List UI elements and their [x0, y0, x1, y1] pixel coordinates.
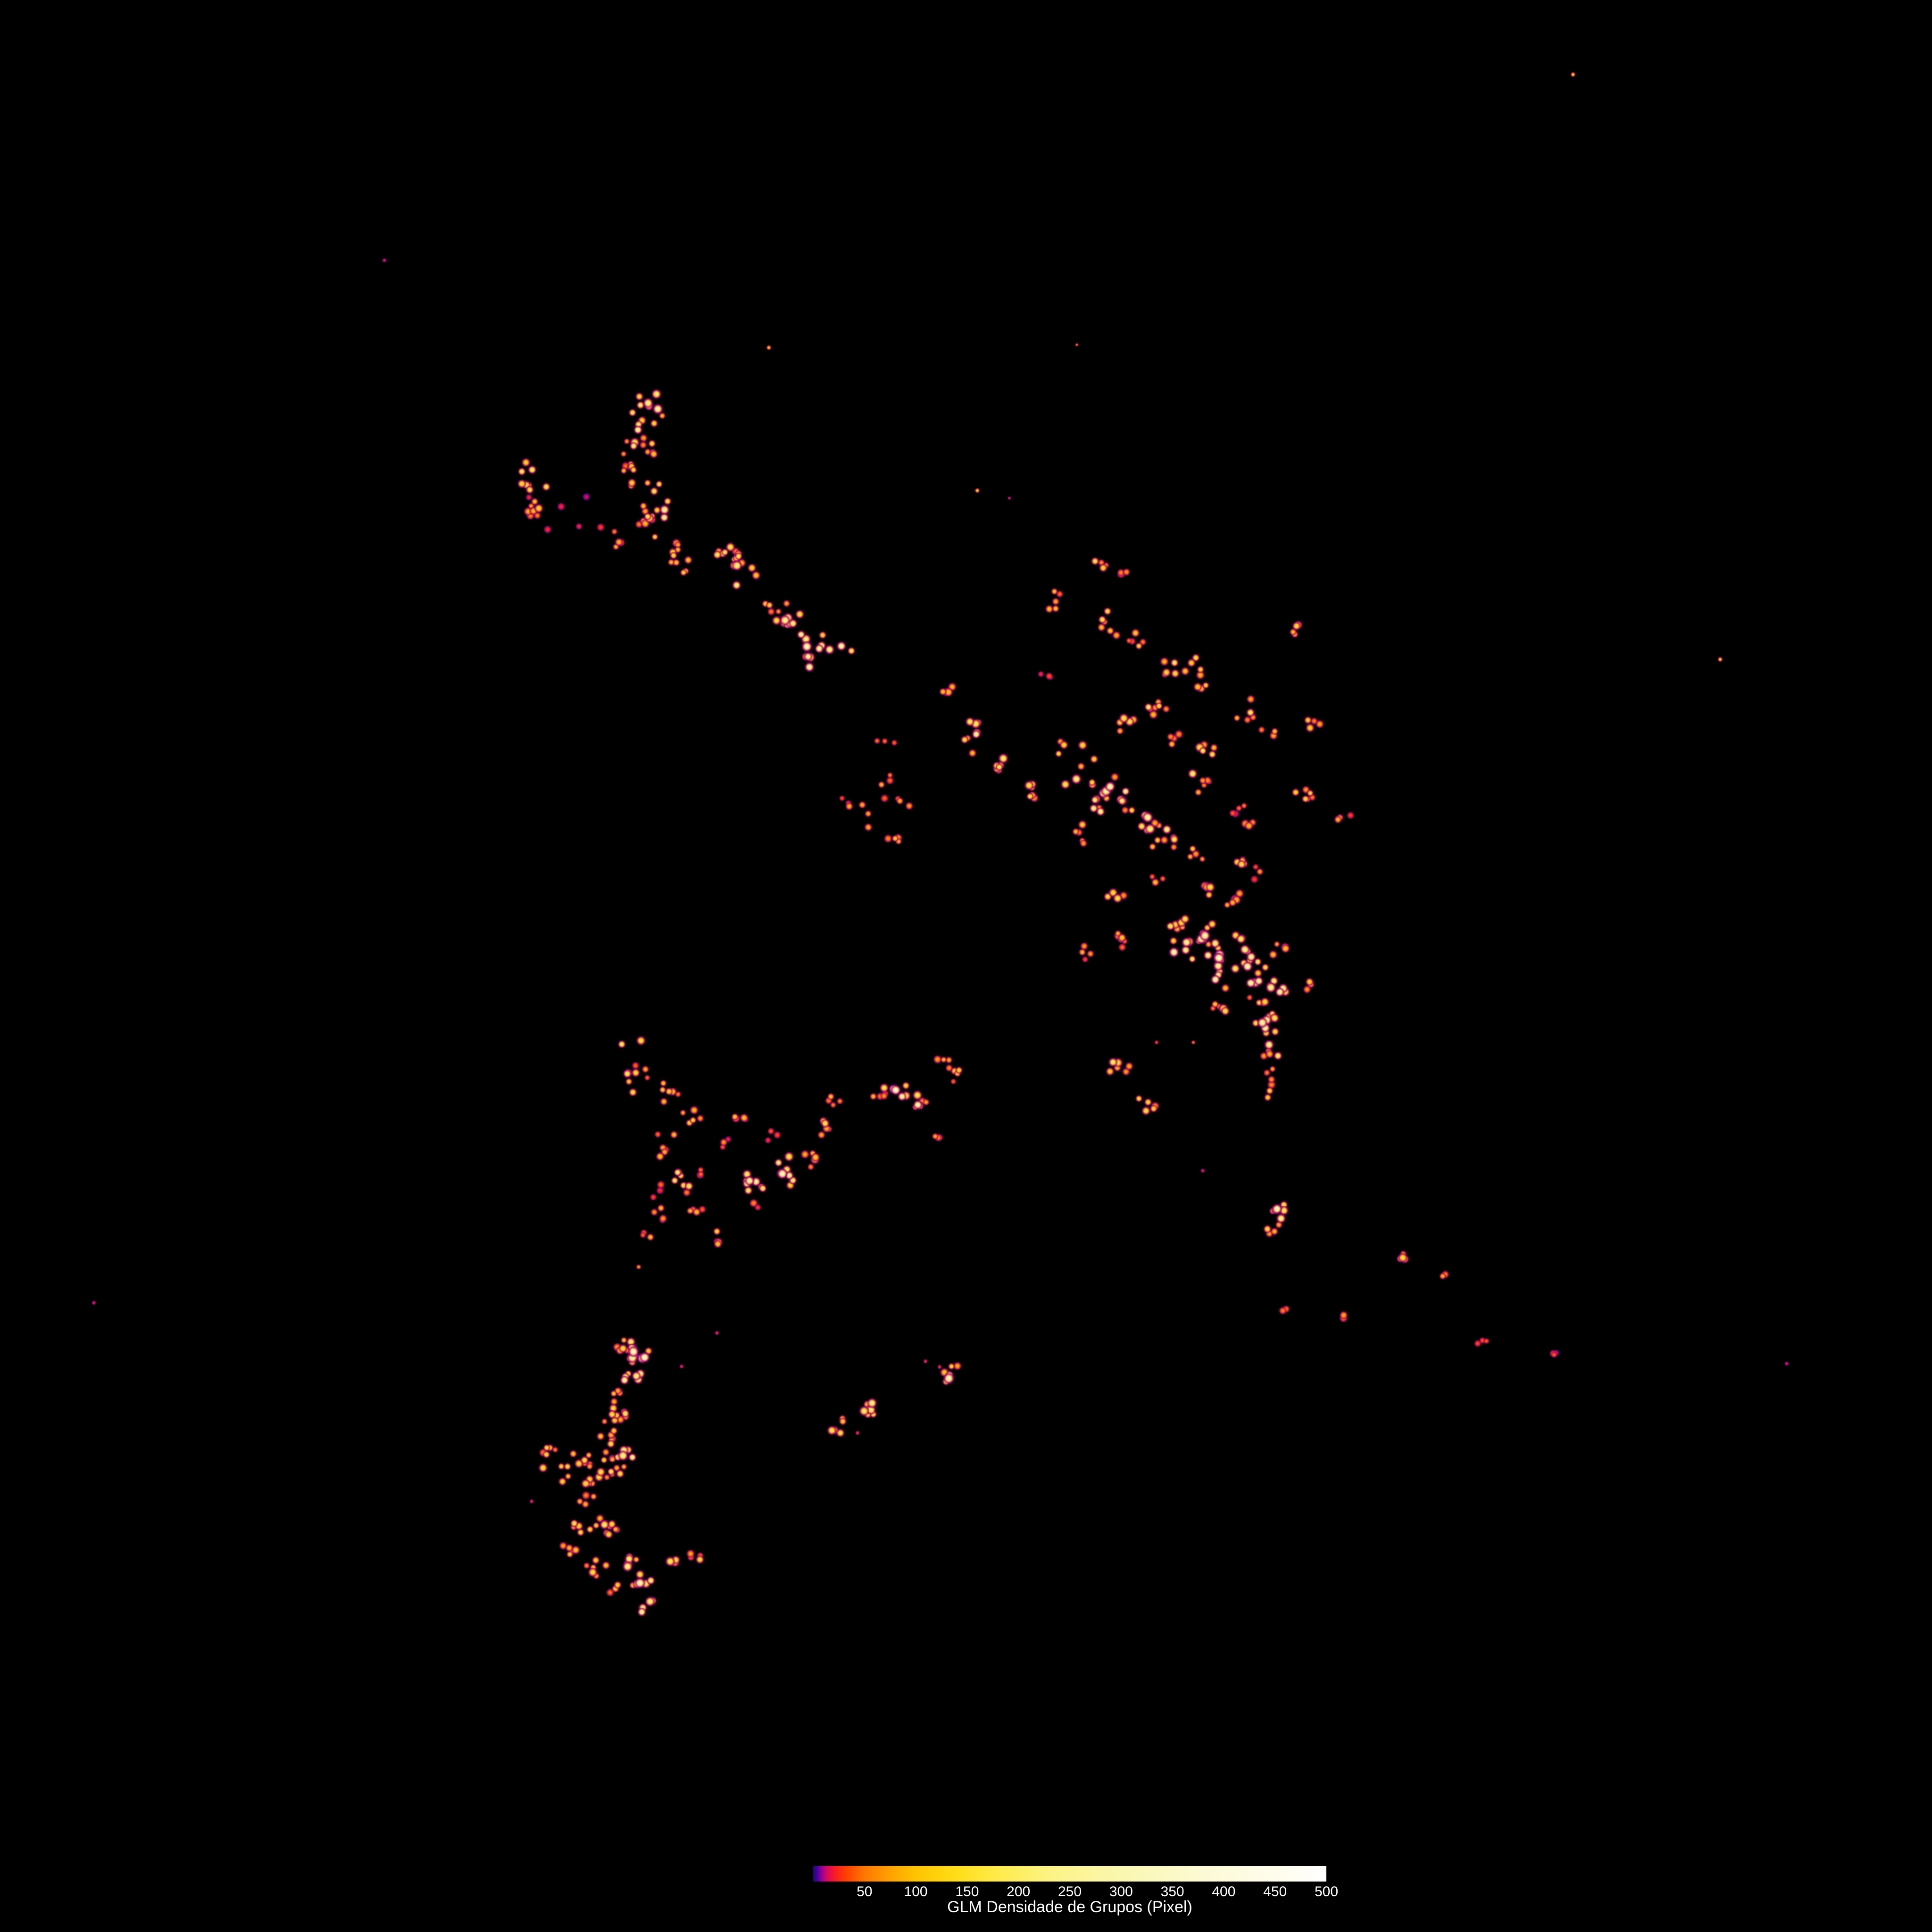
colorbar-tick-label: 150 — [955, 1884, 979, 1899]
colorbar-title: GLM Densidade de Grupos (Pixel) — [947, 1898, 1192, 1916]
colorbar-tick-label: 500 — [1314, 1884, 1339, 1899]
colorbar-tick-label: 250 — [1058, 1884, 1082, 1899]
colorbar-tick-label: 350 — [1160, 1884, 1184, 1899]
colorbar-tick-label: 200 — [1007, 1884, 1031, 1899]
colorbar-gradient — [813, 1866, 1326, 1882]
colorbar-tick-label: 50 — [857, 1884, 873, 1899]
colorbar-tick-label: 300 — [1109, 1884, 1133, 1899]
colorbar-tick-label: 400 — [1212, 1884, 1236, 1899]
colorbar-tick-label: 100 — [904, 1884, 928, 1899]
colorbar-tick-label: 450 — [1263, 1884, 1287, 1899]
